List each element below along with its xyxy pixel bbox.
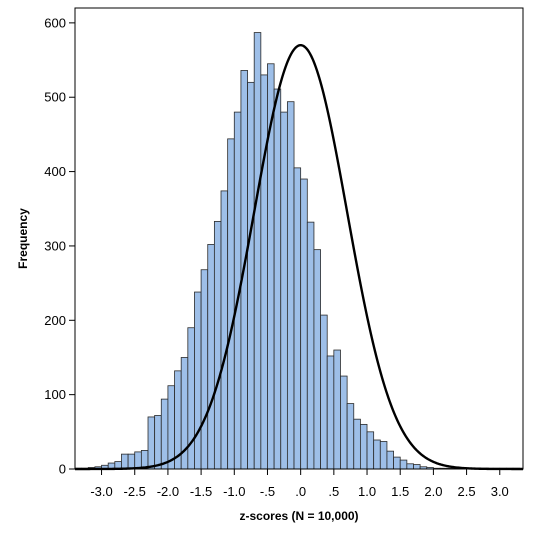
histogram-bars	[74, 32, 521, 470]
histogram-bar	[167, 385, 175, 470]
histogram-bar	[273, 88, 282, 470]
x-tick-label: .5	[328, 484, 339, 499]
histogram-bar	[326, 355, 335, 470]
histogram-bar	[134, 451, 142, 470]
x-tick-label: 2.0	[424, 484, 442, 499]
x-tick-label: 1.0	[358, 484, 376, 499]
histogram-bar	[253, 32, 262, 470]
histogram-bar	[399, 459, 408, 470]
histogram-bar	[286, 101, 295, 470]
histogram-bar	[386, 450, 394, 470]
histogram-bar	[213, 220, 222, 470]
histogram-bar	[359, 423, 368, 470]
x-tick-label: 3.0	[491, 484, 509, 499]
histogram-bar	[300, 178, 308, 470]
histogram-bar	[280, 111, 288, 470]
histogram-bar	[220, 190, 229, 470]
x-tick-label: -.5	[260, 484, 275, 499]
histogram-bar	[366, 431, 375, 470]
normal-curve	[75, 44, 524, 471]
histogram-bar	[194, 291, 202, 470]
histogram-bar	[247, 81, 255, 470]
y-tick-label: 500	[44, 90, 66, 105]
histogram-bar	[320, 314, 328, 470]
histogram-bar	[379, 441, 388, 470]
histogram-bar	[393, 456, 401, 470]
histogram-bar	[353, 418, 361, 470]
histogram-bar	[147, 416, 156, 470]
histogram-bar	[293, 167, 302, 470]
histogram-bar	[154, 415, 162, 470]
histogram-bar	[373, 439, 381, 470]
histogram-bar	[200, 269, 209, 470]
x-axis-ticks	[101, 469, 501, 475]
histogram-bar	[413, 464, 421, 470]
y-tick-label: 400	[44, 164, 66, 179]
y-tick-label: 100	[44, 387, 66, 402]
y-axis-ticks	[69, 22, 75, 470]
y-axis-title: Frequency	[16, 208, 30, 269]
histogram-bar	[160, 398, 169, 470]
y-tick-label: 300	[44, 238, 66, 253]
x-tick-label: 2.5	[458, 484, 476, 499]
histogram-bar	[340, 375, 348, 470]
histogram-bar	[227, 138, 235, 470]
histogram-bar	[260, 74, 268, 470]
x-tick-label: -2.5	[124, 484, 146, 499]
x-tick-label: 1.5	[391, 484, 409, 499]
x-tick-label: -1.0	[223, 484, 245, 499]
histogram-bar	[306, 221, 315, 470]
x-tick-label: -3.0	[90, 484, 112, 499]
plot-frame	[74, 7, 524, 470]
y-axis-tick-labels: 0 100 200 300 400 500 600	[44, 15, 66, 476]
histogram-bar	[127, 453, 136, 470]
x-tick-label: -2.0	[157, 484, 179, 499]
histogram-bar	[121, 453, 129, 470]
y-tick-label: 0	[59, 462, 66, 477]
histogram-bar	[346, 403, 355, 470]
x-axis-tick-labels: -3.0 -2.5 -2.0 -1.5 -1.0 -.5 .0 .5 1.0 1.5 2.0 2.5 3…	[90, 484, 508, 499]
histogram-bar	[187, 327, 195, 470]
x-tick-label: -1.5	[190, 484, 212, 499]
histogram-bar	[313, 249, 321, 470]
histogram-bar	[207, 244, 215, 470]
histogram-bar	[333, 349, 341, 470]
x-axis-title: z-scores (N = 10,000)	[239, 509, 358, 523]
y-tick-label: 600	[44, 15, 66, 30]
histogram-bar	[406, 463, 414, 470]
x-tick-label: .0	[295, 484, 306, 499]
y-tick-label: 200	[44, 313, 66, 328]
